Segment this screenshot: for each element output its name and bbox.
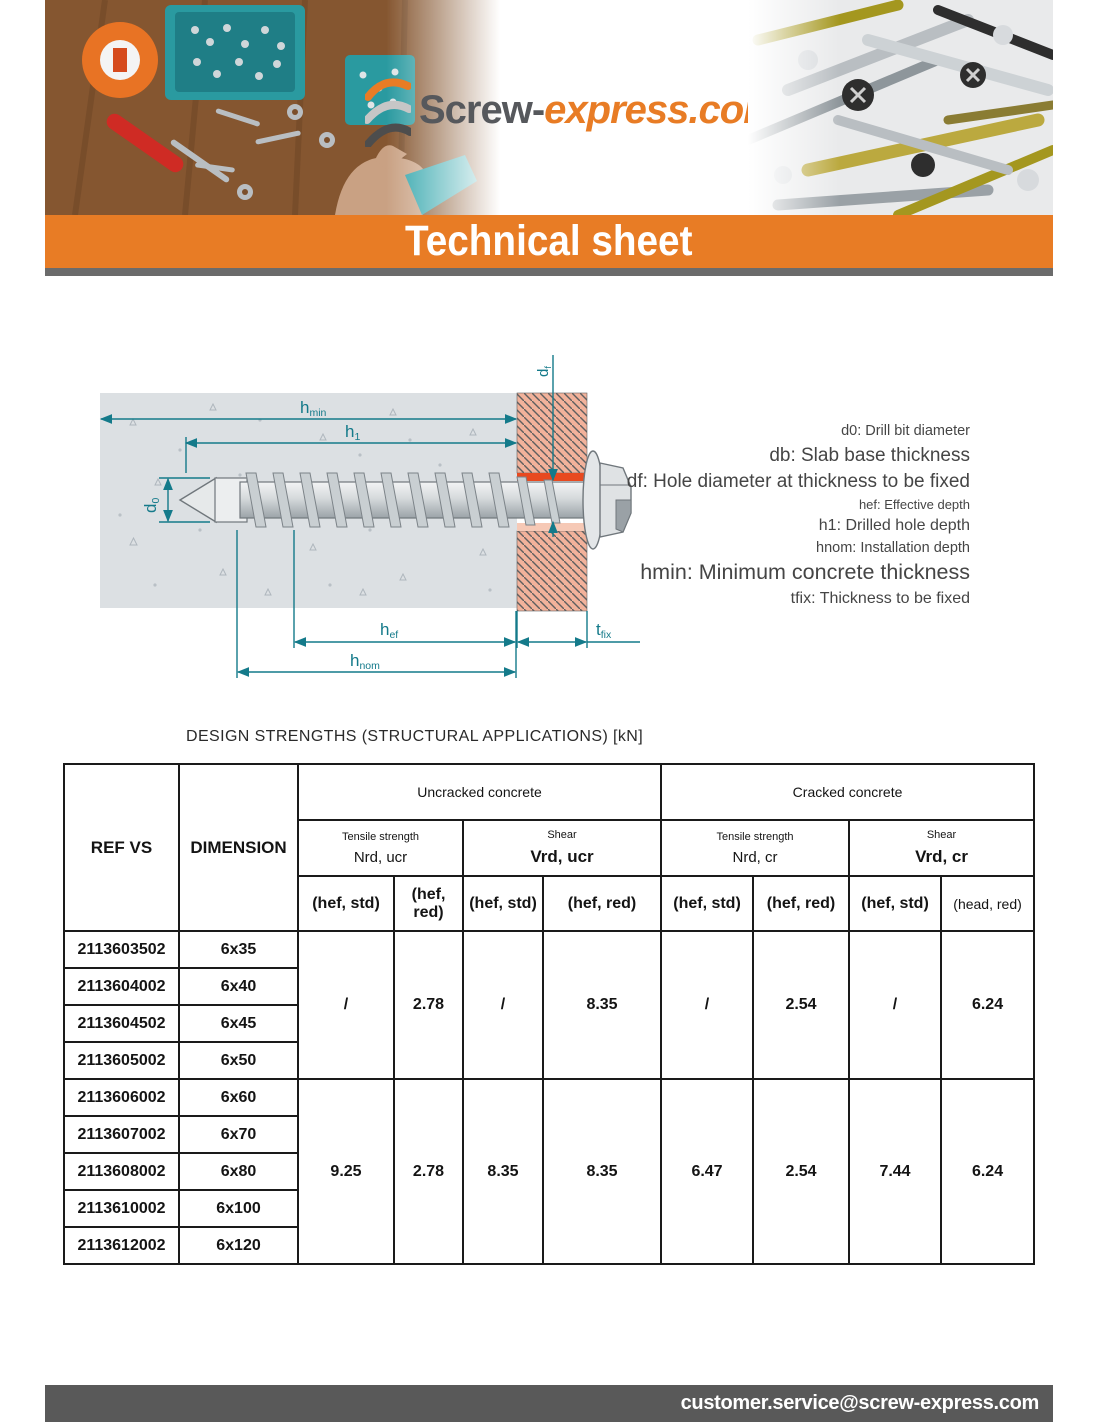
subheader-shear-ucr: Shear Vrd, ucr: [461, 819, 663, 877]
table-row: 2113610002 6x100: [63, 1189, 1034, 1228]
value-cell: /: [462, 930, 544, 1080]
table-row: 2113607002 6x70: [63, 1115, 1034, 1154]
header: Screw-express.com: [45, 0, 1053, 215]
table-row: 2113604002 6x40: [63, 967, 1034, 1006]
design-strengths-table: REF VS DIMENSION Uncracked concrete Crac…: [63, 763, 1036, 1265]
dim-cell: 6x60: [178, 1078, 299, 1117]
legend-item-h1: h1: Drilled hole depth: [818, 516, 970, 534]
table-row: 2113612002 6x120: [63, 1226, 1034, 1265]
param-header: (head, red): [940, 875, 1036, 932]
value-cell: 2.78: [393, 930, 464, 1080]
value-cell: 6.24: [940, 1078, 1036, 1265]
legend-item-tfix: tfix: Thickness to be fixed: [790, 589, 970, 607]
col-header-ref: REF VS: [63, 763, 180, 932]
subheader-tensile-ucr: Tensile strength Nrd, ucr: [297, 819, 464, 877]
subheader-tensile-cr: Tensile strength Nrd, cr: [660, 819, 851, 877]
value-cell: 8.35: [541, 1078, 663, 1265]
label-hnom: hnom: [350, 651, 380, 672]
dim-cell: 6x70: [178, 1115, 299, 1154]
label-hef: hef: [380, 620, 398, 641]
dim-cell: 6x40: [178, 967, 299, 1006]
legend-item-df: df: Hole diameter at thickness to be fix…: [626, 470, 970, 492]
value-cell: 2.54: [752, 930, 851, 1080]
param-header: (hef, std): [848, 875, 943, 932]
ref-cell: 2113603502: [63, 930, 180, 969]
value-cell: 7.44: [848, 1078, 943, 1265]
ref-cell: 2113608002: [63, 1152, 180, 1191]
value-cell: /: [848, 930, 943, 1080]
value-cell: 6.47: [660, 1078, 755, 1265]
footer-bar: customer.service@screw-express.com: [45, 1385, 1053, 1422]
legend-item-hnom: hnom: Installation depth: [816, 539, 970, 556]
value-cell: /: [297, 930, 395, 1080]
group-header-cracked: Cracked concrete: [660, 763, 1036, 821]
dim-cell: 6x35: [178, 930, 299, 969]
page-title: Technical sheet: [405, 217, 693, 265]
label-d0: d0: [141, 498, 162, 513]
title-banner: Technical sheet: [45, 215, 1053, 268]
dim-cell: 6x45: [178, 1004, 299, 1043]
table-row: 2113608002 6x80: [63, 1152, 1034, 1191]
legend-item-d0: d0: Drill bit diameter: [841, 423, 970, 439]
label-tfix: tfix: [596, 620, 612, 641]
logo-arcs-icon: [365, 78, 411, 147]
legend-item-hmin: hmin: Minimum concrete thickness: [640, 560, 970, 584]
value-cell: 9.25: [297, 1078, 395, 1265]
param-header: (hef, std): [660, 875, 755, 932]
param-header: (hef, red): [752, 875, 851, 932]
anchor-installation-diagram: hmin h1 d0 df hef tfix hnom: [99, 355, 640, 678]
group-header-uncracked: Uncracked concrete: [296, 763, 663, 821]
logo: Screw-express.com: [365, 70, 785, 150]
ref-cell: 2113610002: [63, 1189, 180, 1228]
dim-cell: 6x80: [178, 1152, 299, 1191]
param-header: (hef, std): [297, 875, 395, 932]
subheader-shear-cr: Shear Vrd, cr: [848, 819, 1036, 877]
param-header: (hef, red): [393, 875, 464, 932]
table-row: 2113604502 6x45: [63, 1004, 1034, 1043]
dim-cell: 6x50: [178, 1041, 299, 1080]
value-cell: /: [660, 930, 755, 1080]
value-cell: 6.24: [940, 930, 1036, 1080]
ref-cell: 2113606002: [63, 1078, 180, 1117]
logo-text-orange: express.com: [544, 87, 779, 132]
table-row: 2113603502 6x35 / 2.78 / 8.35 / 2.54 / 6…: [63, 930, 1036, 1080]
ref-cell: 2113612002: [63, 1226, 180, 1265]
ref-cell: 2113607002: [63, 1115, 180, 1154]
legend-item-hef: hef: Effective depth: [858, 496, 970, 512]
dim-cell: 6x100: [178, 1189, 299, 1228]
concrete-screw: [178, 450, 632, 550]
legend-item-db: db: Slab base thickness: [769, 444, 970, 466]
header-photo-screws: [748, 0, 1053, 215]
header-photo-workbench: [45, 0, 500, 215]
dim-cell: 6x120: [178, 1226, 299, 1265]
col-header-dimension: DIMENSION: [178, 763, 299, 932]
dimension-legend: d0: Drill bit diameter db: Slab base thi…: [430, 424, 970, 614]
logo-text: Screw-express.com: [419, 87, 779, 133]
customer-service-email: customer.service@screw-express.com: [680, 1392, 1040, 1414]
dimension-labels: hmin h1 d0 df hef tfix hnom: [141, 366, 612, 672]
ref-cell: 2113604002: [63, 967, 180, 1006]
value-cell: 2.54: [752, 1078, 851, 1265]
ref-cell: 2113605002: [63, 1041, 180, 1080]
logo-text-dark: Screw-: [419, 87, 545, 132]
label-hmin: hmin: [300, 398, 327, 419]
hex-head: [599, 462, 632, 538]
value-cell: 8.35: [541, 930, 663, 1080]
label-h1: h1: [345, 422, 360, 443]
table-row: 2113606002 6x60 9.25 2.78 8.35 8.35 6.47…: [63, 1078, 1036, 1265]
label-df: df: [535, 366, 554, 377]
value-cell: 2.78: [393, 1078, 464, 1265]
param-header: (hef, red): [541, 875, 663, 932]
ref-cell: 2113604502: [63, 1004, 180, 1043]
value-cell: 8.35: [462, 1078, 544, 1265]
banner-shadow-strip: [45, 268, 1053, 276]
table-row: 2113605002 6x50: [63, 1041, 1034, 1080]
param-header: (hef, std): [462, 875, 544, 932]
dimension-lines: [99, 355, 640, 678]
table-title: DESIGN STRENGTHS (STRUCTURAL APPLICATION…: [186, 728, 644, 745]
